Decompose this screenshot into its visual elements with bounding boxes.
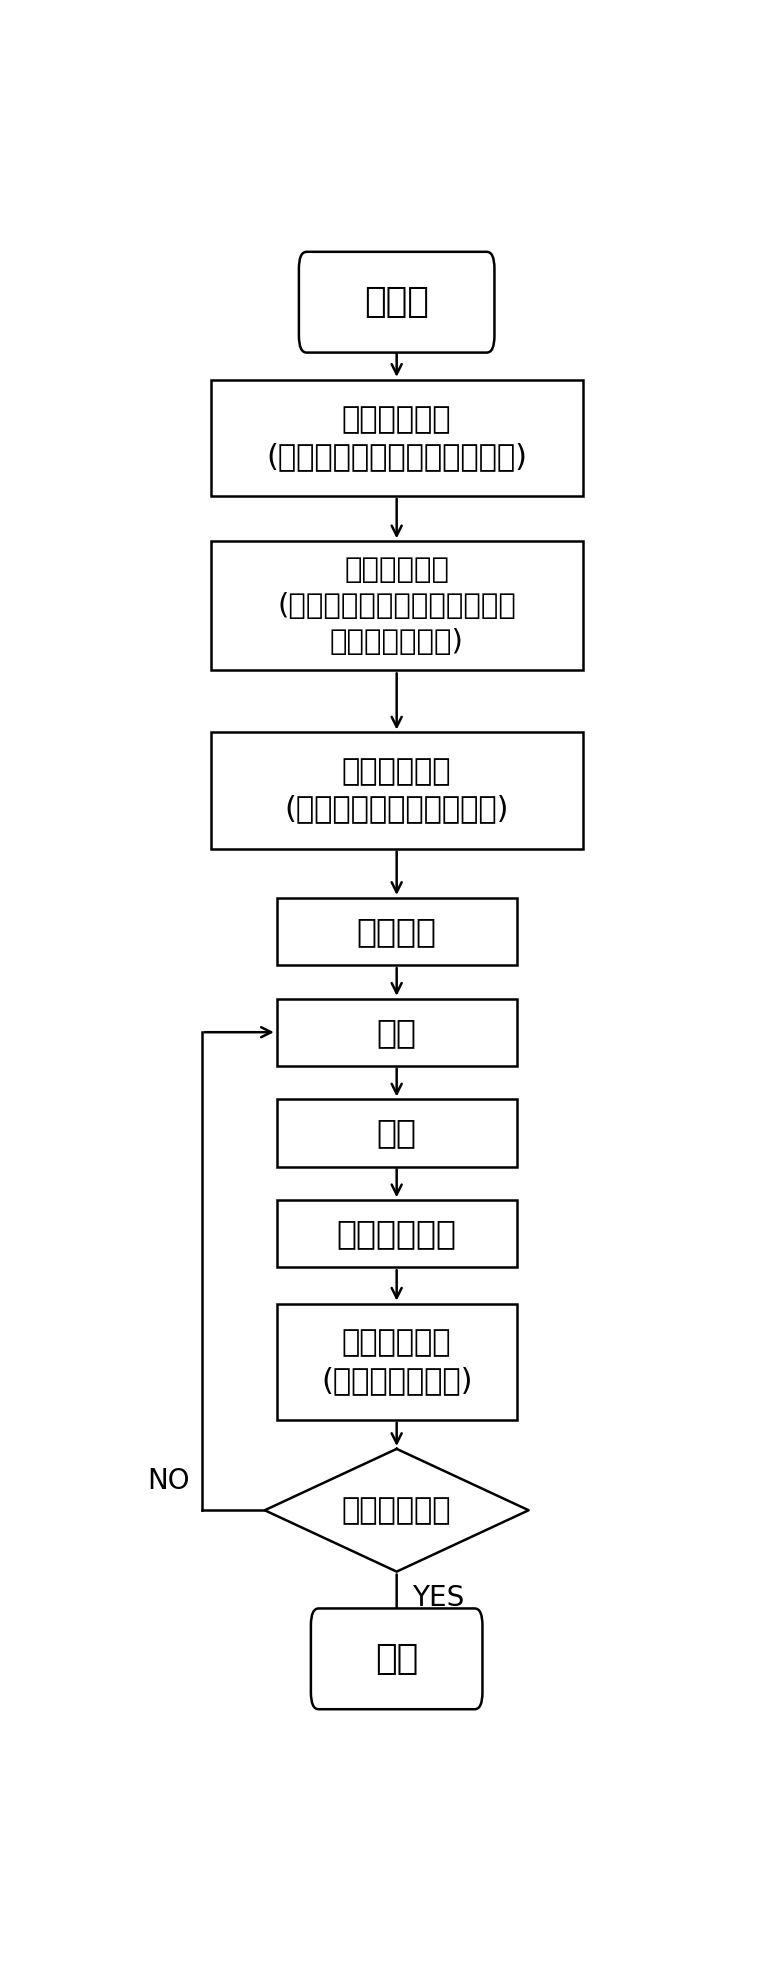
Text: 创建初始种群
(电池的放电次数、各分布式发
电单元的发电量): 创建初始种群 (电池的放电次数、各分布式发 电单元的发电量) (277, 556, 516, 655)
FancyBboxPatch shape (277, 897, 517, 964)
Text: 筛选优异种群
(优化的控制策略): 筛选优异种群 (优化的控制策略) (321, 1329, 472, 1394)
Text: 初始化: 初始化 (365, 285, 429, 319)
Text: 遗传代数结束: 遗传代数结束 (342, 1495, 451, 1525)
Text: 构建目标函数
(分布式发电系统运行成本最小): 构建目标函数 (分布式发电系统运行成本最小) (266, 404, 527, 471)
Text: 确定约束条件
(放电深度范围、功率平衡): 确定约束条件 (放电深度范围、功率平衡) (284, 758, 509, 824)
Text: 变异种群计算: 变异种群计算 (337, 1218, 457, 1249)
FancyBboxPatch shape (277, 1303, 517, 1420)
FancyBboxPatch shape (211, 733, 583, 849)
FancyBboxPatch shape (211, 380, 583, 497)
FancyBboxPatch shape (311, 1608, 482, 1709)
Text: 初始计算: 初始计算 (357, 915, 437, 948)
FancyBboxPatch shape (277, 1200, 517, 1267)
Polygon shape (265, 1449, 529, 1572)
Text: NO: NO (147, 1467, 190, 1495)
FancyBboxPatch shape (277, 998, 517, 1065)
Text: 变异: 变异 (377, 1117, 416, 1150)
FancyBboxPatch shape (277, 1099, 517, 1166)
Text: YES: YES (412, 1584, 464, 1612)
FancyBboxPatch shape (211, 541, 583, 671)
FancyBboxPatch shape (299, 251, 495, 352)
Text: 结束: 结束 (375, 1641, 418, 1675)
Text: 交叉: 交叉 (377, 1016, 416, 1049)
